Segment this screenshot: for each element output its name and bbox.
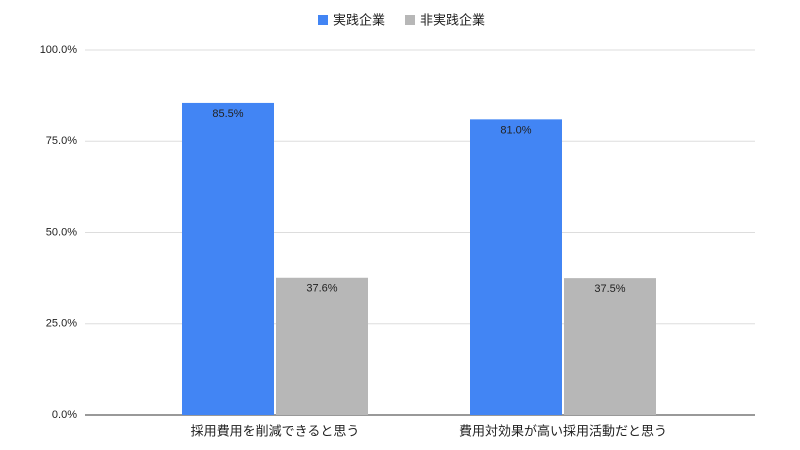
bar	[470, 119, 562, 415]
legend-swatch	[318, 15, 328, 25]
data-label: 81.0%	[500, 124, 531, 136]
y-tick-label: 75.0%	[46, 135, 77, 147]
data-label: 37.5%	[594, 283, 625, 295]
data-label: 37.6%	[306, 283, 337, 295]
x-tick-label: 費用対効果が高い採用活動だと思う	[459, 423, 667, 438]
legend-text: 非実践企業	[420, 12, 485, 27]
legend-text: 実践企業	[333, 12, 385, 27]
x-tick-label: 採用費用を削減できると思う	[191, 423, 360, 438]
data-label: 85.5%	[212, 108, 243, 120]
bar	[276, 277, 368, 415]
bar	[564, 278, 656, 415]
y-tick-label: 50.0%	[46, 226, 77, 238]
legend-swatch	[405, 15, 415, 25]
y-tick-label: 25.0%	[46, 318, 77, 330]
bar	[182, 102, 274, 416]
y-tick-label: 0.0%	[52, 409, 77, 421]
y-tick-label: 100.0%	[40, 44, 78, 56]
